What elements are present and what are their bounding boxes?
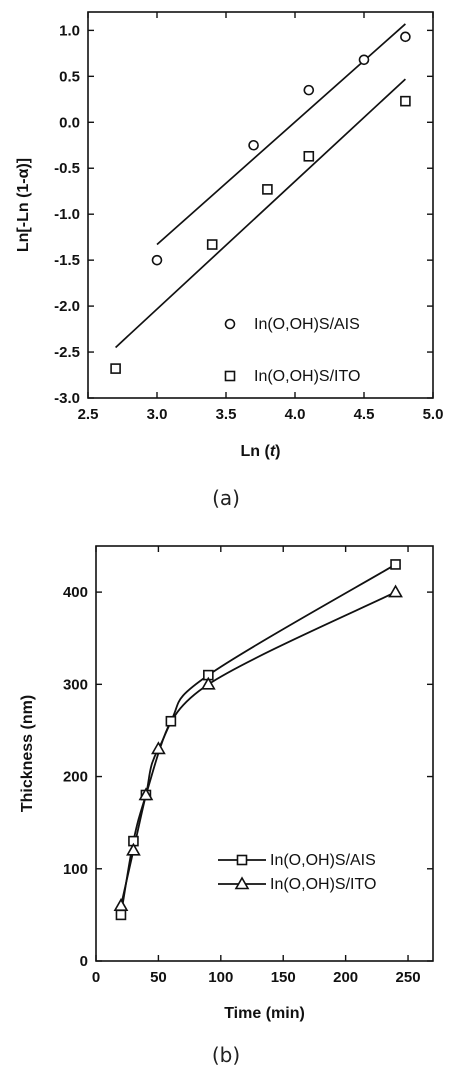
chart-a-y-tick-label: -2.5 (54, 344, 80, 361)
chart-b-x-tick-label: 250 (396, 969, 421, 986)
chart-a-x-tick-label: 4.0 (285, 406, 306, 423)
chart-b-y-tick-label: 200 (63, 769, 88, 786)
chart-b-x-tick-label: 100 (208, 969, 233, 986)
chart-b-point-series2 (126, 842, 141, 856)
chart-b-x-axis-title: Time (min) (224, 1005, 305, 1022)
chart-a-y-tick-label: 0.5 (59, 68, 80, 85)
chart-a-legend-marker-2 (224, 370, 236, 382)
chart-a-legend-label-2: In(O,OH)S/ITO (254, 368, 360, 385)
chart-b-point-series2 (151, 741, 166, 755)
chart-b-point-series2 (113, 898, 129, 911)
chart-b-y-tick-label: 100 (63, 861, 88, 878)
chart-a-point-series2 (303, 150, 315, 162)
chart-a-points (110, 31, 411, 374)
chart-b-points (113, 559, 403, 921)
chart-a-caption: (a) (212, 486, 240, 510)
chart-b-legend-marker-2 (234, 876, 250, 890)
chart-b-point-series1 (390, 559, 401, 570)
chart-a-point-series1 (248, 139, 259, 151)
chart-a-x-tick-label: 2.5 (78, 406, 99, 423)
chart-a-y-tick-label: 1.0 (59, 22, 80, 39)
chart-b-legend-marker-1 (236, 854, 248, 866)
chart-b-point-series2 (388, 584, 403, 598)
chart-a-axes (87, 11, 434, 399)
chart-b-caption: (b) (212, 1043, 240, 1067)
chart-b-legend-label-1: In(O,OH)S/AIS (270, 852, 376, 869)
chart-a-point-series1 (358, 54, 370, 66)
chart-a-y-tick-label: 0.0 (59, 114, 80, 131)
chart-a-point-series2 (400, 95, 411, 107)
chart-a-point-series1 (303, 84, 315, 96)
chart-a-legend: In(O,OH)S/AIS In(O,OH)S/ITO (224, 316, 360, 385)
chart-a-tick-labels: 2.5 3.0 3.5 4.0 4.5 5.0 -3.0 -2.5 -2.0 -1.5 -1.0 -0… (54, 22, 443, 423)
chart-a-y-tick-label: -1.0 (54, 206, 80, 223)
chart-b-y-axis-title: Thickness (nm) (19, 695, 36, 812)
chart-a-x-tick-label: 3.0 (147, 406, 168, 423)
chart-a-y-tick-label: -1.5 (54, 252, 80, 269)
chart-a-x-tick-label: 5.0 (423, 406, 444, 423)
chart-b-plot-frame (95, 545, 434, 962)
chart-b-y-tick-label: 300 (63, 676, 88, 693)
chart-a: 2.5 3.0 3.5 4.0 4.5 5.0 -3.0 -2.5 -2.0 -1.5 -1.0 -0… (15, 11, 443, 510)
chart-b-x-tick-label: 200 (333, 969, 358, 986)
chart-a-plot-frame (87, 11, 434, 399)
chart-a-x-tick-label: 4.5 (354, 406, 375, 423)
chart-b-x-tick-label: 50 (150, 969, 167, 986)
chart-b-y-tick-label: 0 (80, 953, 88, 970)
chart-b-legend: In(O,OH)S/AIS In(O,OH)S/ITO (218, 852, 376, 893)
chart-a-point-series2 (262, 184, 273, 195)
chart-b-tick-labels: 0 50 100 150 200 250 0 100 200 300 400 (63, 584, 421, 986)
chart-a-fit-line-2 (115, 78, 406, 349)
chart-a-y-tick-label: -3.0 (54, 390, 80, 407)
chart-b-x-tick-label: 150 (271, 969, 296, 986)
chart-a-y-tick-label: -0.5 (54, 160, 80, 177)
chart-a-x-tick-label: 3.5 (216, 406, 237, 423)
chart-b-axes (95, 545, 434, 962)
chart-b-point-series1 (165, 715, 177, 727)
chart-a-legend-label-1: In(O,OH)S/AIS (254, 316, 360, 333)
chart-a-point-series2 (110, 363, 121, 374)
chart-a-point-series1 (400, 31, 411, 43)
chart-a-point-series2 (206, 239, 218, 250)
chart-a-point-series1 (151, 254, 163, 266)
chart-a-legend-marker-1 (224, 318, 236, 330)
chart-b-point-series2 (200, 676, 216, 690)
chart-b-legend-label-2: In(O,OH)S/ITO (270, 876, 376, 893)
chart-a-y-tick-label: -2.0 (54, 298, 80, 315)
chart-b-point-series2 (138, 787, 154, 801)
chart-a-x-axis-title: Ln (t) (241, 443, 281, 460)
chart-b-point-series1 (115, 909, 127, 921)
chart-a-fit-lines (115, 23, 406, 349)
chart-b-y-tick-label: 400 (63, 584, 88, 601)
chart-a-y-axis-title: Ln[-Ln (1-α)] (15, 158, 32, 252)
chart-b-x-tick-label: 0 (92, 969, 100, 986)
